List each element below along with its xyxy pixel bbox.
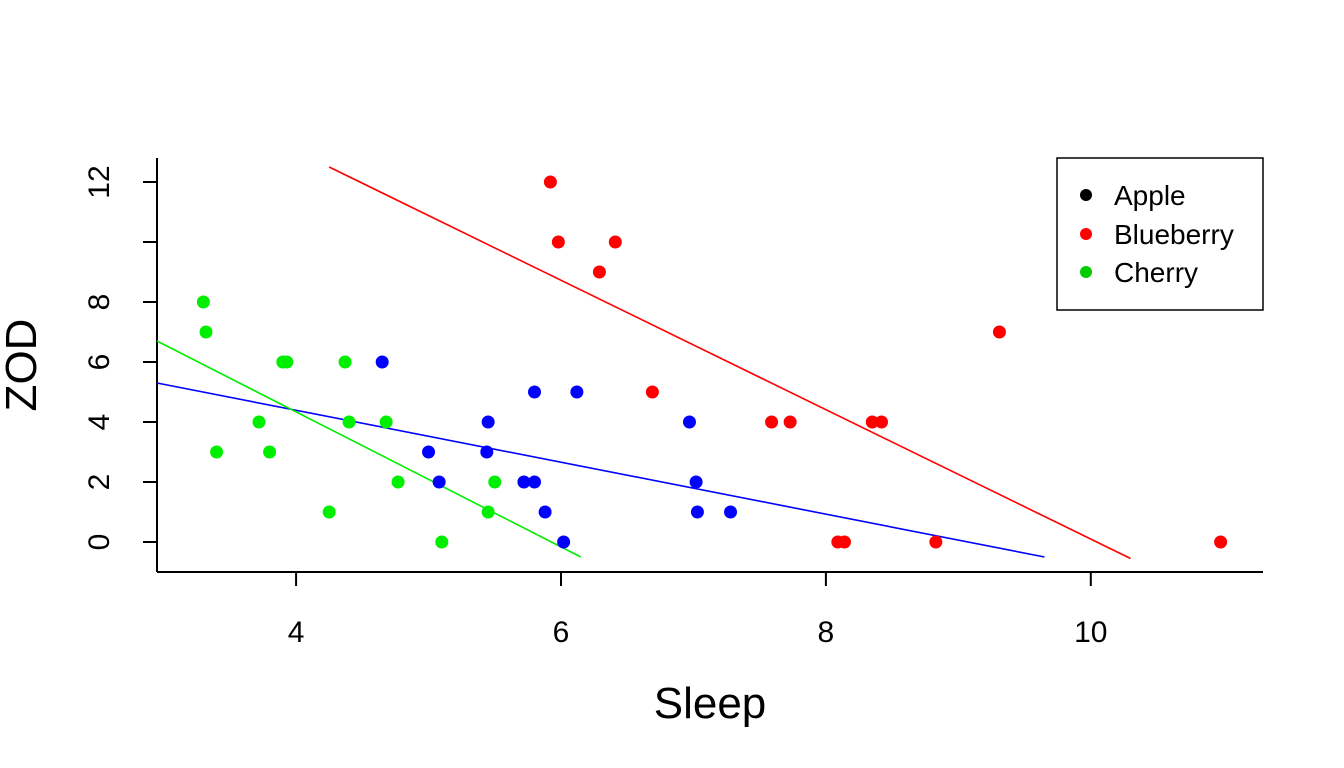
data-point-series-2	[196, 295, 210, 309]
y-tick-label: 12	[83, 165, 116, 198]
data-point-series-2	[379, 415, 393, 429]
x-tick-label: 6	[553, 616, 570, 649]
data-point-series-1	[480, 445, 494, 459]
data-point-series-2	[342, 415, 356, 429]
data-point-series-2	[481, 505, 495, 519]
data-point-series-0	[645, 385, 659, 399]
data-point-series-1	[570, 385, 584, 399]
data-point-series-2	[280, 355, 294, 369]
data-point-series-0	[608, 235, 622, 249]
data-point-series-1	[422, 445, 436, 459]
fit-lines	[156, 166, 1131, 560]
data-point-series-1	[724, 505, 738, 519]
data-point-series-1	[375, 355, 389, 369]
legend-label-apple: Apple	[1114, 180, 1186, 211]
y-tick-label: 6	[83, 354, 116, 371]
data-point-series-0	[837, 535, 851, 549]
y-axis-title: ZOD	[0, 319, 46, 412]
data-point-series-0	[865, 415, 879, 429]
x-tick-label: 4	[288, 616, 305, 649]
fit-line-series-2	[156, 340, 582, 558]
y-tick-label: 8	[83, 294, 116, 311]
data-point-series-2	[210, 445, 224, 459]
data-point-series-1	[432, 475, 446, 489]
data-point-series-1	[682, 415, 696, 429]
data-point-series-0	[929, 535, 943, 549]
data-point-series-0	[765, 415, 779, 429]
data-point-series-0	[992, 325, 1006, 339]
x-axis-title: Sleep	[654, 679, 767, 728]
y-tick-label: 2	[83, 474, 116, 491]
data-point-series-1	[538, 505, 552, 519]
fit-line-series-1	[156, 382, 1045, 558]
data-point-series-2	[252, 415, 266, 429]
data-point-series-1	[690, 505, 704, 519]
data-point-series-2	[435, 535, 449, 549]
data-point-series-0	[551, 235, 565, 249]
plot-axes: 4 6 8 10 0 2 4 6 8 12	[83, 158, 1263, 649]
data-point-series-0	[592, 265, 606, 279]
legend-label-cherry: Cherry	[1114, 257, 1198, 288]
data-point-series-1	[517, 475, 531, 489]
data-point-series-2	[338, 355, 352, 369]
data-point-series-1	[689, 475, 703, 489]
data-point-series-1	[527, 385, 541, 399]
x-tick-label: 8	[818, 616, 835, 649]
y-tick-label: 4	[83, 414, 116, 431]
data-point-series-2	[199, 325, 213, 339]
data-point-series-0	[1214, 535, 1228, 549]
data-point-series-1	[481, 415, 495, 429]
data-point-series-1	[557, 535, 571, 549]
data-point-series-2	[488, 475, 502, 489]
data-point-series-2	[263, 445, 277, 459]
legend: Apple Blueberry Cherry	[1056, 157, 1264, 311]
legend-marker-cherry	[1080, 266, 1092, 278]
x-tick-label: 10	[1074, 616, 1107, 649]
data-point-series-2	[391, 475, 405, 489]
data-points	[196, 175, 1228, 549]
data-point-series-0	[783, 415, 797, 429]
fit-line-series-0	[328, 166, 1131, 560]
data-point-series-0	[875, 415, 889, 429]
legend-marker-blueberry	[1080, 228, 1092, 240]
legend-marker-apple	[1080, 189, 1092, 201]
data-point-series-0	[543, 175, 557, 189]
data-point-series-2	[322, 505, 336, 519]
data-point-series-1	[527, 475, 541, 489]
legend-label-blueberry: Blueberry	[1114, 219, 1234, 250]
y-tick-label: 0	[83, 534, 116, 551]
